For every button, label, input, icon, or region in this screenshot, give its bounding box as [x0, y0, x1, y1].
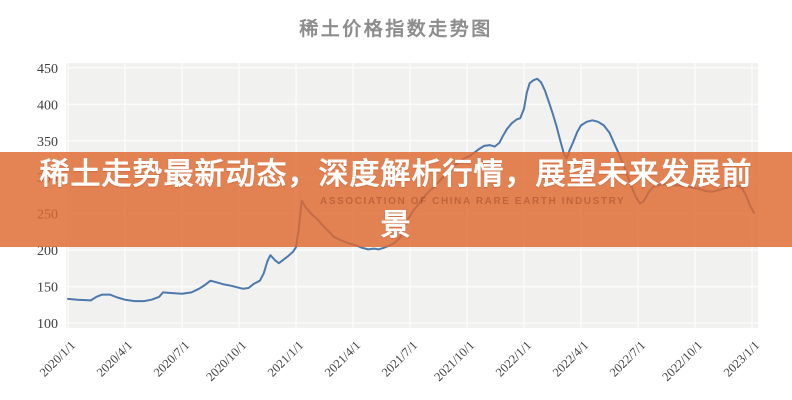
x-tick-label: 2021/10/1: [431, 338, 477, 384]
x-tick-label: 2023/1/1: [721, 338, 762, 379]
banner-tint: [0, 152, 792, 247]
x-tick-label: 2022/7/1: [607, 338, 648, 379]
banner-headline: 稀土走势最新动态，深度解析行情，展望未来发展前 景: [0, 152, 792, 247]
x-tick-label: 2021/1/1: [265, 338, 306, 379]
x-tick-label: 2020/10/1: [203, 338, 249, 384]
chart-title: 稀土价格指数走势图: [299, 19, 493, 40]
x-tick-label: 2021/7/1: [379, 338, 420, 379]
x-tick-label: 2020/1/1: [37, 338, 78, 379]
x-tick-label: 2022/10/1: [659, 338, 705, 384]
y-tick-label: 200: [37, 244, 58, 259]
x-tick-label: 2020/4/1: [94, 338, 135, 379]
y-tick-label: 350: [37, 135, 58, 150]
x-tick-label: 2022/1/1: [493, 338, 534, 379]
banner-watermark: ASSOCIATION OF CHINA RARE EARTH INDUSTRY: [320, 196, 626, 207]
x-tick-label: 2022/4/1: [550, 338, 591, 379]
y-tick-label: 150: [37, 281, 58, 296]
promo-banner: ASSOCIATION OF CHINA RARE EARTH INDUSTRY…: [0, 152, 792, 247]
banner-headline-line2: 景: [380, 208, 412, 242]
x-tick-label: 2020/7/1: [151, 338, 192, 379]
y-tick-label: 450: [37, 62, 58, 77]
banner-headline-line1: 稀土走势最新动态，深度解析行情，展望未来发展前: [39, 157, 753, 191]
y-tick-label: 400: [37, 98, 58, 113]
y-tick-label: 100: [37, 317, 58, 332]
x-tick-label: 2021/4/1: [322, 338, 363, 379]
